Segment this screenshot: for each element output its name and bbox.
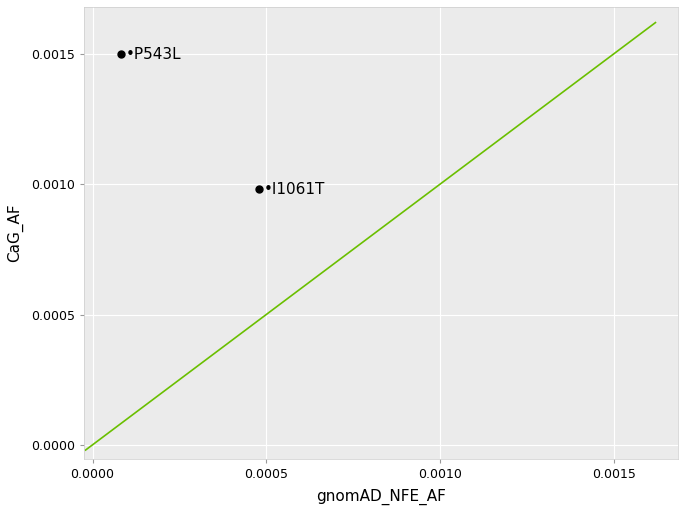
- Text: •I1061T: •I1061T: [264, 182, 325, 197]
- Text: •P543L: •P543L: [126, 47, 182, 62]
- Point: [116, 50, 127, 58]
- Y-axis label: CaG_AF: CaG_AF: [7, 204, 23, 262]
- X-axis label: gnomAD_NFE_AF: gnomAD_NFE_AF: [316, 489, 446, 505]
- Point: [253, 185, 264, 194]
